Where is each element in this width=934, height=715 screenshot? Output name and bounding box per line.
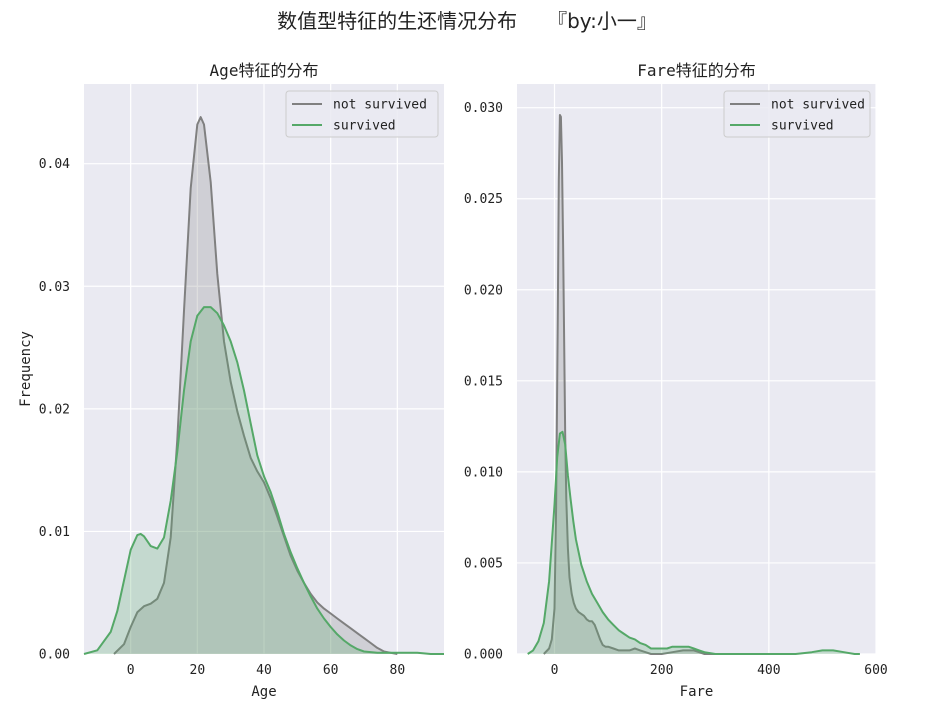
fare-y-tick-label: 0.025 (464, 192, 503, 207)
age-not-survived-area (114, 117, 398, 655)
fare-legend-box (723, 90, 871, 138)
age-y-tick-label: 0.00 (39, 648, 70, 663)
age-legend-label-survived: survived (333, 119, 396, 134)
age-y-tick-label: 0.02 (39, 402, 70, 417)
age-y-tick-label: 0.03 (39, 280, 70, 295)
age-survived-area (84, 307, 444, 654)
fare-x-tick-label: 400 (757, 663, 780, 678)
age-legend-label-not-survived: not survived (333, 98, 427, 113)
fare-not-survived-line (543, 114, 716, 655)
fare-chart-title: Fare特征的分布 (637, 61, 756, 80)
age-not-survived-line (113, 116, 398, 655)
age-y-tick-label: 0.04 (39, 157, 70, 172)
age-x-tick-label: 80 (390, 663, 406, 678)
fare-y-tick-label: 0.010 (464, 465, 503, 480)
fare-y-tick-label: 0.015 (464, 374, 503, 389)
fare-survived-area (527, 431, 860, 654)
age-x-tick-label: 60 (323, 663, 339, 678)
age-x-axis-label: Age (251, 684, 276, 700)
age-y-tick-label: 0.01 (39, 525, 70, 540)
age-chart-panel: 0 20 40 60 80 0.00 0.01 0.02 0.03 0.04 Age特征的分布 Age… (18, 61, 444, 700)
fare-legend-label-survived: survived (771, 119, 834, 134)
fare-survived-line (527, 430, 860, 655)
fare-plot-area (517, 84, 876, 654)
fare-chart-panel: 0 200 400 600 0.000 0.005 0.010 0.015 0.020 0.025… (464, 61, 888, 700)
fare-y-tick-label: 0.020 (464, 283, 503, 298)
fare-x-axis-label: Fare (680, 684, 714, 700)
fare-x-tick-label: 0 (551, 663, 559, 678)
age-x-tick-label: 40 (256, 663, 272, 678)
fare-y-tick-label: 0.005 (464, 556, 503, 571)
fare-legend-label-not-survived: not survived (771, 98, 865, 113)
figure-suptitle: 数值型特征的生还情况分布 『by:小一』 (277, 9, 657, 33)
fare-y-tick-label: 0.000 (464, 648, 503, 663)
age-legend: not survived survived (285, 90, 439, 138)
age-chart-title: Age特征的分布 (210, 61, 319, 80)
age-x-tick-label: 20 (190, 663, 206, 678)
fare-legend: not survived survived (723, 90, 871, 138)
fare-x-tick-label: 600 (864, 663, 887, 678)
fare-x-tick-label: 200 (650, 663, 673, 678)
age-legend-box (285, 90, 439, 138)
fare-y-tick-label: 0.030 (464, 101, 503, 116)
age-y-axis-label: Frequency (18, 331, 34, 407)
fare-not-survived-area (543, 115, 716, 654)
age-x-tick-label: 0 (127, 663, 135, 678)
age-survived-line (83, 306, 444, 655)
